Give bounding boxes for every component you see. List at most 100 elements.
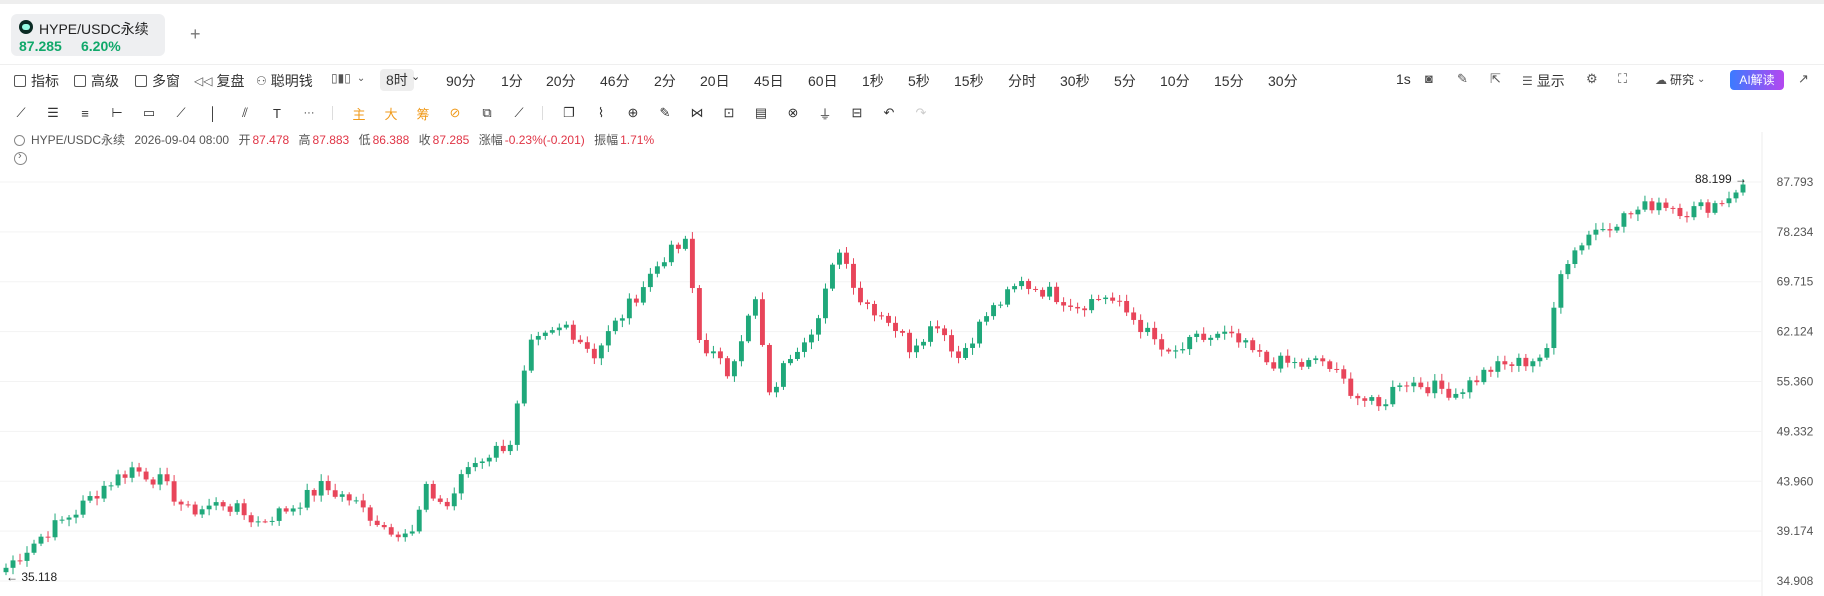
rectangle-icon[interactable]: ▭ bbox=[142, 105, 156, 120]
candle-body bbox=[52, 520, 58, 538]
replay-button[interactable]: ◁◁ 复盘 bbox=[194, 71, 244, 91]
settings-icon[interactable]: ⚙ bbox=[1586, 71, 1598, 86]
zoom-in-icon[interactable]: ⊕ bbox=[627, 105, 639, 120]
interval-2m[interactable]: 2分 bbox=[654, 73, 676, 89]
display-label: 显示 bbox=[1536, 73, 1565, 89]
interval-15min[interactable]: 15分 bbox=[1214, 73, 1244, 89]
interval-20d[interactable]: 20日 bbox=[700, 73, 730, 89]
multi-window-button[interactable]: 多窗 bbox=[135, 71, 180, 91]
big-order-toggle[interactable]: 大 bbox=[384, 106, 398, 122]
interval-5s[interactable]: 5秒 bbox=[908, 73, 930, 89]
collapse-toggle-icon[interactable] bbox=[14, 135, 25, 146]
brush-icon[interactable]: ✎ bbox=[659, 105, 671, 120]
candle bbox=[1110, 292, 1116, 304]
candle bbox=[682, 235, 688, 251]
research-button[interactable]: ☁ 研究 ⌄ bbox=[1655, 71, 1705, 88]
candle-body bbox=[3, 567, 9, 573]
main-overlay-toggle[interactable]: 主 bbox=[352, 106, 366, 122]
trash-icon[interactable]: ⊟ bbox=[851, 105, 863, 120]
share-icon[interactable]: ⇱ bbox=[1490, 71, 1501, 86]
candle bbox=[122, 470, 128, 484]
candle-body bbox=[101, 485, 107, 499]
more-tools-icon[interactable]: ··· bbox=[303, 107, 315, 119]
candle bbox=[3, 563, 9, 576]
candle bbox=[1712, 200, 1718, 215]
interval-5min[interactable]: 5分 bbox=[1114, 73, 1136, 89]
horizontal-ray-icon[interactable]: ⊢ bbox=[111, 105, 123, 120]
interval-20m[interactable]: 20分 bbox=[546, 73, 576, 89]
interval-timeshare[interactable]: 分时 bbox=[1008, 73, 1036, 89]
image-compare-icon[interactable]: ⧉ bbox=[482, 105, 492, 120]
copy-icon[interactable]: ❐ bbox=[563, 105, 575, 120]
lock-icon[interactable]: ⊡ bbox=[723, 105, 735, 120]
interval-15s[interactable]: 15秒 bbox=[954, 73, 984, 89]
right-interval-1s[interactable]: 1s bbox=[1396, 71, 1411, 87]
undo-icon[interactable]: ↶ bbox=[883, 105, 895, 120]
channel-icon[interactable]: ⫽ bbox=[242, 105, 248, 120]
expand-indicators-icon[interactable] bbox=[14, 150, 27, 165]
ohlc-info-bar: HYPE/USDC永续 2026-09-04 08:00 开 87.478 高 87… bbox=[14, 131, 660, 148]
candle bbox=[1369, 394, 1375, 405]
candle bbox=[262, 519, 268, 524]
interval-10min[interactable]: 10分 bbox=[1160, 73, 1190, 89]
magnet-icon[interactable]: ⋈ bbox=[690, 105, 704, 120]
candle-body bbox=[710, 351, 716, 354]
candle-body bbox=[1320, 358, 1326, 362]
candle bbox=[1663, 198, 1669, 212]
advanced-button[interactable]: 高级 bbox=[74, 71, 119, 91]
display-button[interactable]: ☰ 显示 bbox=[1522, 71, 1565, 91]
research-chevron-icon: ⌄ bbox=[1697, 74, 1706, 85]
chips-toggle[interactable]: 筹 bbox=[416, 106, 430, 122]
candle-body bbox=[1033, 288, 1039, 290]
redo-icon[interactable]: ↷ bbox=[915, 105, 927, 120]
candle bbox=[395, 531, 401, 542]
price-tick-label: 69.715 bbox=[1777, 275, 1814, 289]
candle-body bbox=[465, 467, 471, 475]
parallel-lines-icon[interactable]: ≡ bbox=[81, 105, 89, 121]
candle-body bbox=[1292, 362, 1298, 364]
interval-30s[interactable]: 30秒 bbox=[1060, 73, 1090, 89]
text-tool-icon[interactable]: T bbox=[273, 105, 281, 121]
candle-body bbox=[682, 238, 688, 249]
pencil-icon[interactable]: ✎ bbox=[1457, 71, 1468, 86]
interval-90m[interactable]: 90分 bbox=[446, 73, 476, 89]
ruler-icon[interactable]: ⌇ bbox=[597, 105, 605, 120]
candle-body bbox=[1222, 331, 1228, 334]
fullscreen-icon[interactable]: ⛶ bbox=[1618, 71, 1628, 86]
trendline-icon[interactable]: ⟋ bbox=[16, 105, 26, 120]
trend-icon[interactable]: ↗ bbox=[1798, 71, 1809, 86]
measure-icon[interactable]: ⟋ bbox=[514, 105, 524, 120]
vertical-line-icon[interactable]: │ bbox=[208, 105, 218, 121]
add-tab-button[interactable]: + bbox=[190, 24, 201, 44]
candle-body bbox=[1446, 388, 1452, 398]
ai-analysis-button[interactable]: AI解读 bbox=[1730, 70, 1784, 90]
chart-type-dropdown[interactable]: ▯▮▯ ⌄ bbox=[331, 71, 365, 85]
candle bbox=[1341, 365, 1347, 384]
gauge-icon[interactable]: ⊘ bbox=[449, 105, 461, 120]
interval-1m[interactable]: 1分 bbox=[501, 73, 523, 89]
indicator-button[interactable]: 指标 bbox=[14, 71, 59, 91]
candle-body bbox=[1089, 299, 1095, 311]
candle-body bbox=[1740, 184, 1746, 193]
interval-8h[interactable]: 8时 bbox=[380, 69, 414, 91]
interval-45d[interactable]: 45日 bbox=[754, 73, 784, 89]
candle-body bbox=[942, 328, 947, 336]
filter-icon[interactable]: ⏚ bbox=[818, 106, 832, 122]
interval-46m[interactable]: 46分 bbox=[600, 73, 630, 89]
interval-chevron-icon[interactable]: ⌄ bbox=[411, 71, 421, 83]
candle bbox=[1460, 388, 1466, 399]
smart-money-button[interactable]: ⚇ 聪明钱 bbox=[256, 71, 313, 91]
interval-60d[interactable]: 60日 bbox=[808, 73, 838, 89]
link-icon[interactable]: ⊗ bbox=[787, 105, 799, 120]
horizontal-lines-icon[interactable]: ☰ bbox=[47, 105, 59, 120]
camera-icon[interactable]: ◙ bbox=[1425, 71, 1433, 86]
candle-body bbox=[577, 339, 583, 343]
interval-30min[interactable]: 30分 bbox=[1268, 73, 1298, 89]
symbol-tab[interactable]: HYPE/USDC永续 87.285 6.20% bbox=[11, 14, 165, 56]
interval-1s[interactable]: 1秒 bbox=[862, 73, 884, 89]
template-icon[interactable]: ▤ bbox=[754, 105, 768, 120]
candle-body bbox=[1285, 355, 1291, 363]
ray-icon[interactable]: ⟋ bbox=[176, 105, 186, 120]
candle bbox=[1222, 325, 1228, 340]
